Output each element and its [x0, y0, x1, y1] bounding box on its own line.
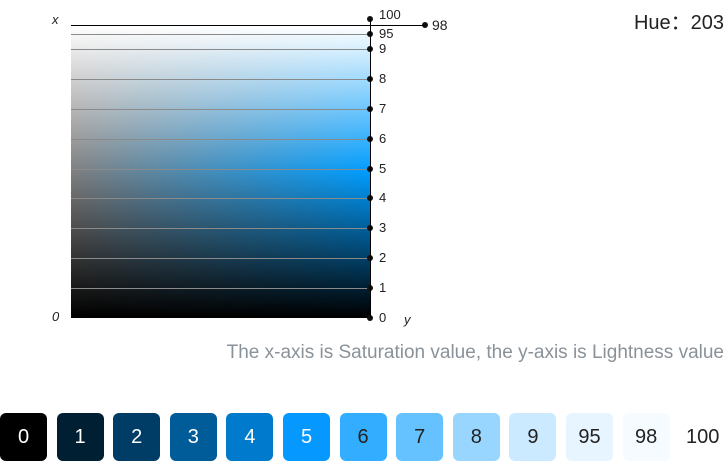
- lightness-axis: [370, 19, 371, 318]
- lightness-label: 1: [379, 280, 387, 296]
- lightness-line: [71, 228, 370, 230]
- lightness-line: [71, 138, 370, 140]
- lightness-label: 4: [379, 190, 387, 206]
- lightness-label: 98: [432, 17, 448, 33]
- swatch-label: 8: [470, 425, 482, 448]
- lightness-label: 7: [379, 100, 387, 116]
- lightness-label: 2: [379, 250, 387, 266]
- lightness-label: 100: [379, 7, 401, 22]
- color-swatch[interactable]: 5: [283, 413, 330, 461]
- origin-label: 0: [52, 309, 60, 324]
- swatch-label: 2: [131, 425, 143, 448]
- y-axis-label: y: [404, 312, 411, 327]
- lightness-line: [71, 48, 370, 50]
- lightness-label: 95: [379, 26, 394, 41]
- swatch-label: 7: [414, 425, 426, 448]
- lightness-98-line: [71, 25, 425, 26]
- color-swatch[interactable]: 8: [452, 413, 500, 461]
- caption: The x-axis is Saturation value, the y-ax…: [226, 342, 724, 363]
- color-swatch[interactable]: 6: [339, 413, 387, 461]
- lightness-dot: [367, 315, 373, 321]
- lightness-label: 3: [379, 220, 387, 236]
- saturation-lightness-plane: [71, 25, 370, 318]
- swatch-label: 5: [300, 425, 313, 448]
- swatch-label: 95: [578, 425, 601, 448]
- color-swatch[interactable]: 2: [113, 413, 161, 461]
- swatch-label: 100: [686, 425, 720, 448]
- lightness-label: 0: [379, 310, 387, 325]
- swatch-label: 4: [244, 425, 256, 448]
- lightness-line: [71, 198, 370, 200]
- swatch-label: 1: [74, 425, 86, 448]
- color-swatch[interactable]: 95: [566, 413, 613, 461]
- lightness-label: 5: [379, 160, 387, 176]
- color-swatch[interactable]: 4: [226, 413, 274, 461]
- lightness-line: [71, 288, 370, 290]
- lightness-label: 8: [379, 70, 387, 86]
- color-swatch[interactable]: 1: [56, 413, 104, 461]
- swatch-label: 3: [187, 425, 199, 448]
- lightness-line: [71, 78, 370, 80]
- color-swatch[interactable]: 3: [169, 413, 217, 461]
- color-swatch[interactable]: 98: [622, 413, 670, 461]
- hue-label: Hue：203: [633, 12, 724, 34]
- lightness-line: [71, 34, 370, 35]
- lightness-label: 9: [379, 40, 387, 56]
- lightness-line: [71, 108, 370, 110]
- color-swatch[interactable]: 0: [0, 413, 47, 461]
- lightness-label: 6: [379, 130, 387, 146]
- swatch-label: 6: [357, 425, 369, 448]
- lightness-line: [71, 258, 370, 260]
- color-swatch[interactable]: 100: [679, 413, 727, 461]
- color-swatch[interactable]: 9: [509, 413, 557, 461]
- lightness-line: [71, 168, 370, 170]
- color-swatch[interactable]: 7: [396, 413, 444, 461]
- swatch-label: 98: [634, 425, 658, 448]
- x-axis-label: x: [52, 12, 59, 27]
- lightness-dot: [422, 22, 428, 28]
- swatch-label: 0: [17, 425, 30, 448]
- swatch-label: 9: [527, 425, 539, 448]
